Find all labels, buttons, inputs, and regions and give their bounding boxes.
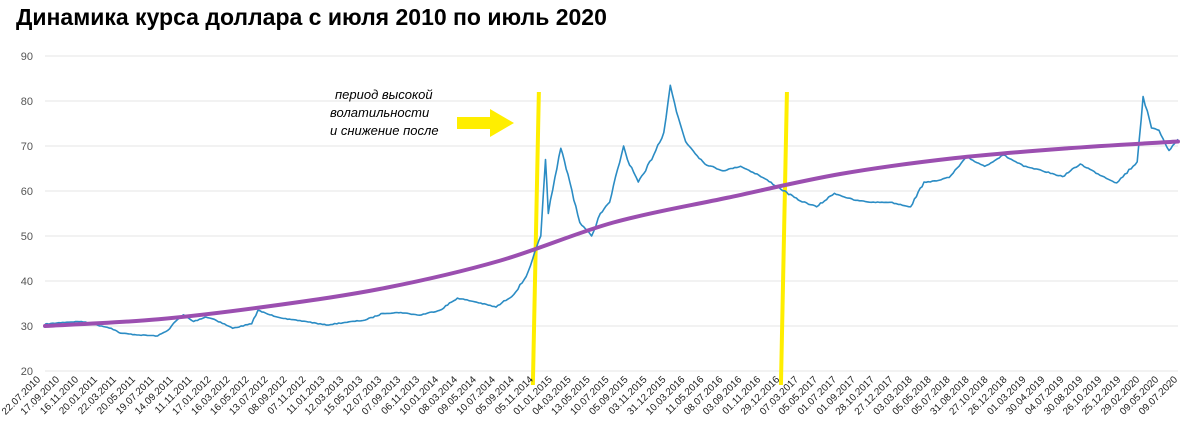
annotation-line-3: и снижение после [330,123,439,138]
series-layer [43,84,1180,337]
chart-title: Динамика курса доллара с июля 2010 по ию… [16,4,607,30]
annotation-line-2: волатильности [330,105,429,120]
y-tick-label: 90 [21,51,33,63]
y-tick-label: 40 [21,276,33,288]
y-axis-ticks: 20 30 40 50 60 70 80 90 [21,51,33,378]
series-trend-line [43,139,1180,328]
annotation: период высокой волатильности и снижение … [330,87,514,138]
series-usd-rate-line [44,84,1179,337]
vertical-marker-1 [530,91,541,386]
y-tick-label: 30 [21,321,33,333]
annotation-line-1: период высокой [335,87,433,102]
annotation-arrow [457,109,514,137]
y-tick-label: 80 [21,96,33,108]
y-tick-label: 60 [21,186,33,198]
grid-layer [45,55,1178,372]
y-tick-label: 20 [21,366,33,378]
y-tick-label: 50 [21,231,33,243]
vertical-marker-2 [778,91,789,386]
vertical-markers [530,91,789,386]
y-tick-label: 70 [21,141,33,153]
x-axis-ticks: 22.07.201017.09.201016.11.201020.01.2011… [0,374,1180,417]
